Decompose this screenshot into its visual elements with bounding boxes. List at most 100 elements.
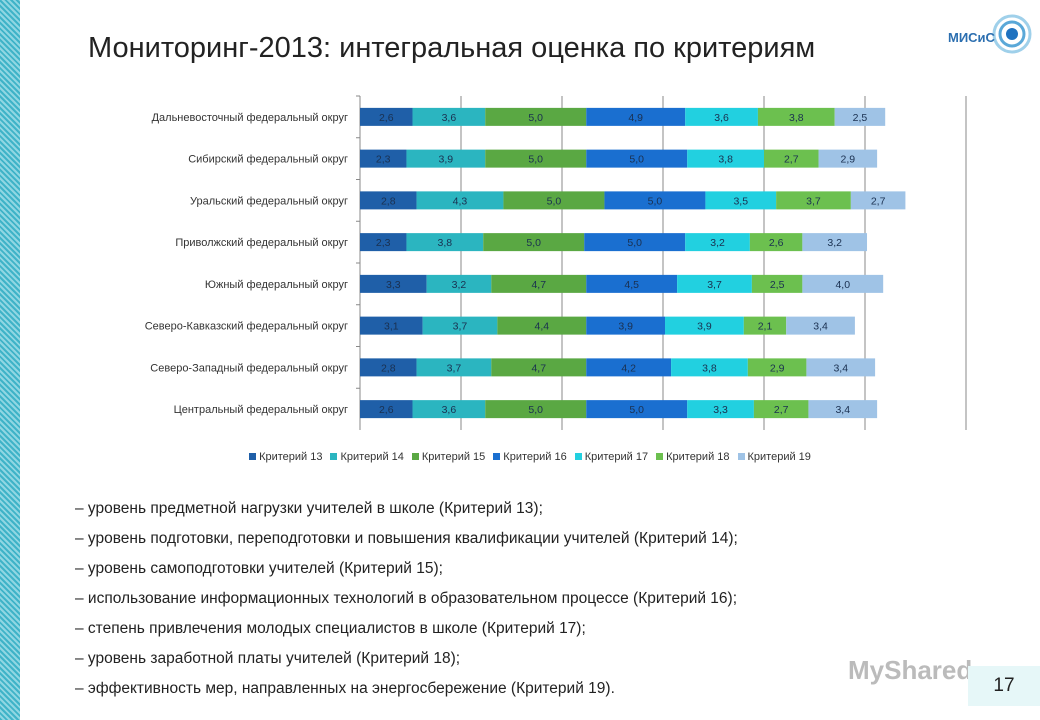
criteria-notes: – уровень предметной нагрузки учителей в… (75, 497, 738, 707)
legend-swatch (574, 453, 582, 460)
data-label: 5,0 (528, 154, 543, 166)
data-label: 2,7 (871, 195, 886, 207)
bar-segment (850, 191, 906, 210)
legend-item: Критерий 19 (737, 451, 811, 463)
data-label: 4,3 (453, 195, 468, 207)
data-label: 3,2 (710, 237, 725, 249)
legend-swatch (656, 453, 664, 460)
data-label: 5,0 (629, 404, 644, 416)
data-label: 3,7 (806, 195, 821, 207)
bar-segment (586, 400, 688, 419)
decorative-stripe (0, 0, 20, 720)
bar-segment (406, 149, 486, 168)
category-label: Приволжский федеральный округ (175, 237, 348, 249)
legend-item: Критерий 16 (493, 451, 567, 463)
bar-segment (749, 233, 803, 252)
data-label: 3,2 (452, 279, 467, 291)
data-label: 3,1 (384, 321, 399, 333)
page-number: 17 (968, 666, 1040, 706)
bar-segment (360, 358, 417, 377)
bar-segment (705, 191, 777, 210)
bar-segment (677, 274, 752, 293)
data-label: 2,7 (784, 154, 799, 166)
bar-segment (360, 274, 427, 293)
note-16: – использование информационных технологи… (75, 590, 738, 607)
bar-segment (671, 358, 748, 377)
category-label: Южный федеральный округ (205, 279, 348, 291)
data-label: 4,5 (624, 279, 639, 291)
legend-swatch (411, 453, 419, 460)
data-label: 2,3 (376, 154, 391, 166)
slide-title: Мониторинг-2013: интегральная оценка по … (88, 32, 816, 64)
data-label: 4,7 (531, 362, 546, 374)
bar-segment (491, 358, 587, 377)
bar-segment (360, 233, 407, 252)
bar-segment (834, 107, 886, 126)
category-label: Дальневосточный федеральный округ (152, 112, 348, 124)
legend-label: Критерий 15 (421, 451, 486, 463)
data-label: 3,5 (733, 195, 748, 207)
data-label: 5,0 (629, 154, 644, 166)
data-label: 3,4 (835, 404, 850, 416)
legend-item: Критерий 14 (330, 451, 404, 463)
data-label: 3,8 (702, 362, 717, 374)
legend-label: Критерий 18 (666, 451, 730, 463)
category-label: Северо-Кавказский федеральный округ (145, 321, 348, 333)
bar-segment (808, 400, 878, 419)
bar-segment (503, 191, 605, 210)
bar-segment (757, 107, 835, 126)
bar-segment (786, 316, 855, 335)
data-label: 2,6 (379, 112, 394, 124)
data-label: 4,4 (534, 321, 549, 333)
bar-segment (584, 233, 686, 252)
bar-segment (416, 191, 504, 210)
bar-segment (685, 107, 758, 126)
data-label: 2,1 (758, 321, 773, 333)
misis-logo: МИСиС (948, 8, 1032, 58)
note-14: – уровень подготовки, переподготовки и п… (75, 530, 738, 547)
logo-rings-icon (992, 14, 1032, 54)
legend-swatch (737, 453, 745, 460)
data-label: 3,7 (447, 362, 462, 374)
bar-segment (406, 233, 484, 252)
note-19: – эффективность мер, направленных на эне… (75, 680, 615, 697)
note-18: – уровень заработной платы учителей (Кри… (75, 650, 461, 667)
bar-segment (818, 149, 878, 168)
data-label: 5,0 (528, 112, 543, 124)
data-label: 2,8 (381, 362, 396, 374)
data-label: 3,3 (386, 279, 401, 291)
bar-segment (747, 358, 807, 377)
bar-segment (412, 107, 486, 126)
data-label: 4,7 (531, 279, 546, 291)
data-label: 5,0 (627, 237, 642, 249)
data-label: 3,4 (833, 362, 848, 374)
data-label: 3,9 (618, 321, 633, 333)
bar-segment (751, 274, 803, 293)
data-label: 3,7 (453, 321, 468, 333)
data-label: 2,8 (381, 195, 396, 207)
category-label: Уральский федеральный округ (190, 195, 348, 207)
data-label: 4,9 (628, 112, 643, 124)
data-label: 5,0 (526, 237, 541, 249)
data-label: 3,8 (718, 154, 733, 166)
category-label: Северо-Западный федеральный округ (150, 362, 348, 374)
legend-item: Критерий 17 (574, 451, 648, 463)
bar-segment (426, 274, 492, 293)
watermark: MyShared (848, 655, 973, 685)
legend: Критерий 13 Критерий 14 Критерий 15 Критери… (0, 451, 1040, 463)
bar-segment (491, 274, 587, 293)
data-label: 3,6 (442, 404, 457, 416)
note-13: – уровень предметной нагрузки учителей в… (75, 500, 543, 517)
legend-item: Критерий 18 (656, 451, 730, 463)
bar-segment (360, 191, 417, 210)
bar-segment (360, 316, 423, 335)
legend-swatch (330, 453, 338, 460)
bar-segment (764, 149, 819, 168)
data-label: 2,9 (770, 362, 785, 374)
bar-segment (687, 400, 754, 419)
bar-segment (360, 107, 413, 126)
bar-segment (416, 358, 492, 377)
data-label: 2,5 (770, 279, 785, 291)
bar-segment (586, 316, 666, 335)
bar-segment (743, 316, 787, 335)
